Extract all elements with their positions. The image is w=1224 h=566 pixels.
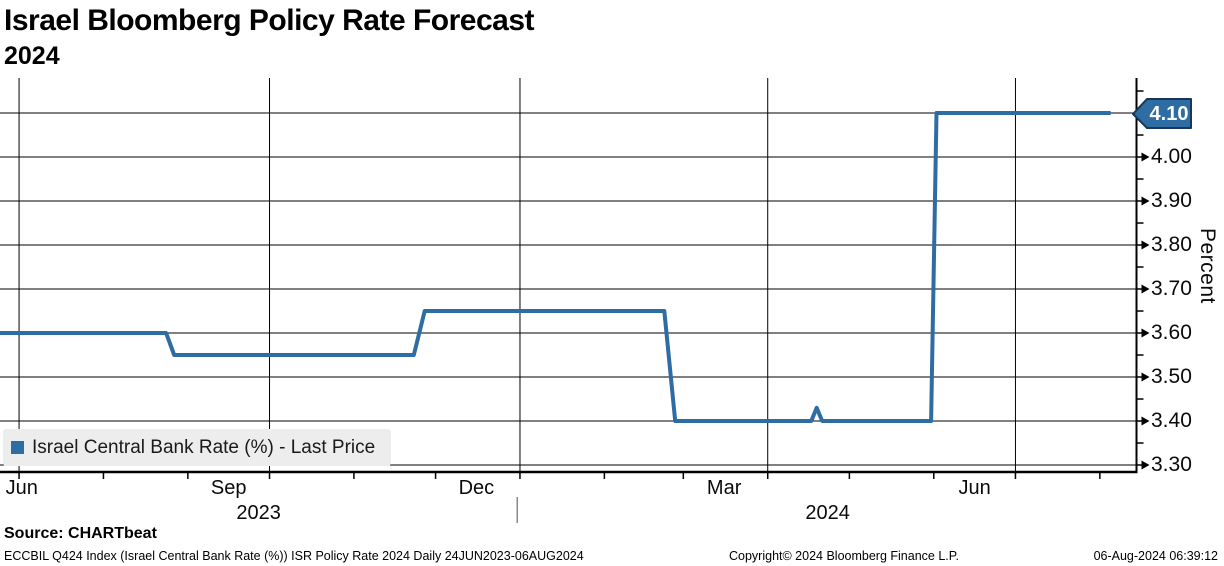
x-year-label: 2024 xyxy=(805,502,850,524)
y-tick-arrow-icon xyxy=(1141,152,1150,162)
page-subtitle: 2024 xyxy=(4,42,60,70)
y-tick-arrow-icon xyxy=(1141,416,1150,426)
y-tick-arrow-icon xyxy=(1141,328,1150,338)
last-price-badge: 4.10 xyxy=(1149,103,1189,125)
x-year-label: 2023 xyxy=(236,502,281,524)
footer-ticker-info: ECCBIL Q424 Index (Israel Central Bank R… xyxy=(4,549,584,563)
legend: Israel Central Bank Rate (%) - Last Pric… xyxy=(3,429,392,466)
source-line: Source: CHARTbeat xyxy=(4,525,157,542)
page-title: Israel Bloomberg Policy Rate Forecast xyxy=(4,4,535,37)
y-tick-label: 3.80 xyxy=(1151,233,1192,256)
y-tick-arrow-icon xyxy=(1141,284,1150,294)
y-tick-label: 3.30 xyxy=(1151,453,1192,476)
y-tick-label: 3.40 xyxy=(1151,409,1192,432)
y-axis-title: Percent xyxy=(1196,228,1219,304)
x-month-label: Jun xyxy=(5,477,38,499)
x-month-label: Dec xyxy=(458,477,495,499)
y-tick-label: 3.70 xyxy=(1151,277,1192,300)
legend-label: Israel Central Bank Rate (%) - Last Pric… xyxy=(32,436,376,458)
y-tick-label: 3.90 xyxy=(1151,189,1192,212)
y-tick-arrow-icon xyxy=(1141,372,1150,382)
y-tick-arrow-icon xyxy=(1141,240,1150,250)
footer-copyright: Copyright© 2024 Bloomberg Finance L.P. xyxy=(729,549,959,563)
y-tick-arrow-icon xyxy=(1141,460,1150,470)
y-tick-label: 3.50 xyxy=(1151,365,1192,388)
x-month-label: Sep xyxy=(210,477,247,499)
legend-swatch-icon xyxy=(11,441,24,454)
series-line xyxy=(0,111,1111,423)
y-tick-arrow-icon xyxy=(1141,196,1150,206)
footer-timestamp: 06-Aug-2024 06:39:12 xyxy=(1093,549,1218,563)
y-tick-label: 4.00 xyxy=(1151,145,1192,168)
last-price-badge-shape xyxy=(1132,98,1192,129)
y-tick-label: 3.60 xyxy=(1151,321,1192,344)
x-month-label: Mar xyxy=(706,477,742,499)
x-month-label: Jun xyxy=(958,477,991,499)
